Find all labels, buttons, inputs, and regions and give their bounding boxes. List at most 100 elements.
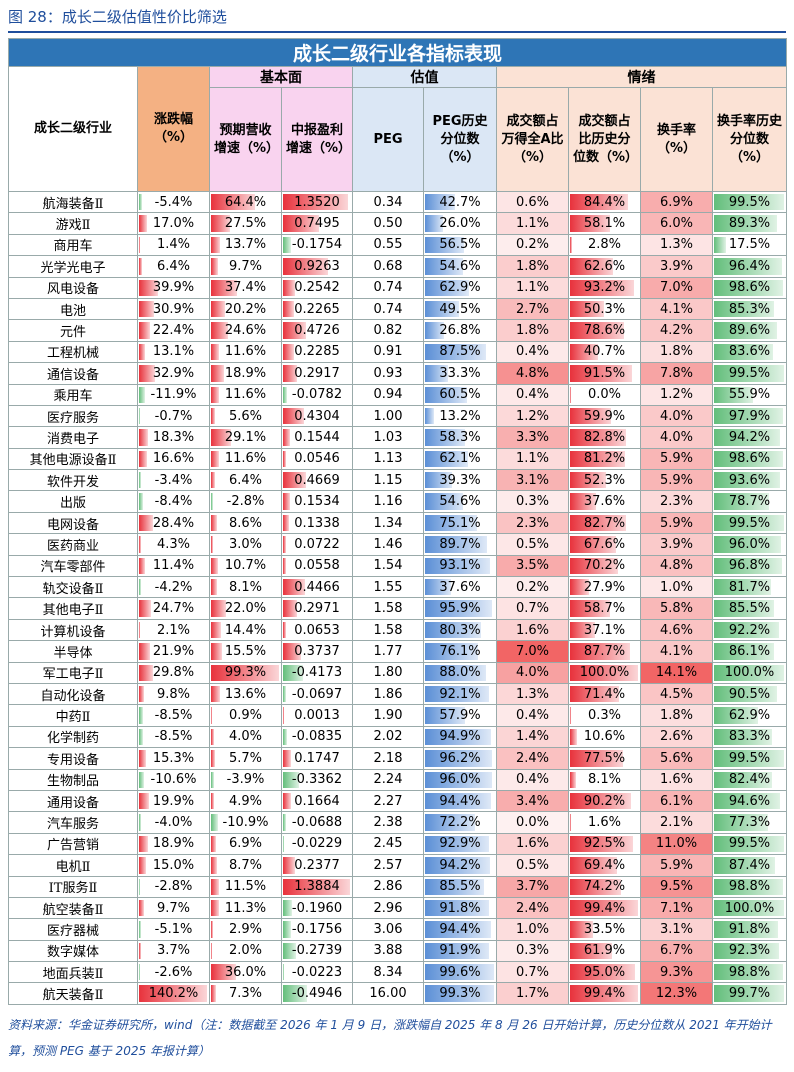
cell-text: 0.0546 xyxy=(294,451,340,467)
value-cell: -4.0% xyxy=(137,811,210,834)
cell-text: 83.3% xyxy=(728,729,771,745)
value-cell: 1.16 xyxy=(352,490,424,513)
value-cell: 11.3% xyxy=(209,896,282,920)
value-cell: 0.1747 xyxy=(281,747,353,770)
cell-text: 软件开发 xyxy=(46,474,99,490)
cell-text: 59.9% xyxy=(583,408,626,424)
value-cell: 12.3% xyxy=(640,982,713,1005)
value-cell: 100.0% xyxy=(568,661,641,684)
value-cell: 89.6% xyxy=(711,319,788,342)
cell-text: 1.1% xyxy=(515,451,550,467)
cell-text: 99.3% xyxy=(224,665,267,681)
value-cell: 6.0% xyxy=(640,212,713,235)
value-cell: 13.2% xyxy=(423,404,497,428)
table-row: 半导体 21.9% 15.5% 0.3737 1.77 76.1% 7.0% 87.7% 4.1… xyxy=(8,640,788,663)
cell-text: 0.2377 xyxy=(294,857,340,873)
cell-text: 140.2% xyxy=(148,986,199,1002)
value-cell: 0.3% xyxy=(496,490,569,513)
value-cell: 92.2% xyxy=(711,618,788,642)
value-cell: 3.06 xyxy=(352,918,424,941)
value-cell: 2.02 xyxy=(352,725,424,749)
data-bar xyxy=(714,664,785,681)
cell-text: 9.8% xyxy=(156,686,191,702)
cell-text: 85.3% xyxy=(728,301,771,317)
table-row: 汽车服务 -4.0% -10.9% -0.0688 2.38 72.2% 0.0% 1.6% 2… xyxy=(8,811,788,834)
cell-text: -0.1754 xyxy=(291,237,343,253)
value-cell: 11.5% xyxy=(209,875,282,898)
value-cell: 95.0% xyxy=(568,961,641,984)
data-bar xyxy=(283,964,285,981)
industry-cell: 乘用车 xyxy=(8,383,138,406)
data-bar xyxy=(139,279,159,296)
cell-text: -5.4% xyxy=(154,194,193,210)
data-bar xyxy=(283,728,288,746)
data-bar xyxy=(714,514,784,532)
cell-text: 91.5% xyxy=(583,365,626,381)
data-bar xyxy=(714,194,784,211)
value-cell: 0.0013 xyxy=(281,704,353,727)
value-cell: 0.3% xyxy=(496,939,569,963)
cell-text: -10.6% xyxy=(150,772,197,788)
cell-text: 0.0722 xyxy=(294,536,340,552)
data-bar xyxy=(283,343,295,361)
data-bar xyxy=(425,921,491,938)
cell-text: 1.3884 xyxy=(294,879,340,895)
value-cell: -2.6% xyxy=(137,961,210,984)
cell-text: 11.6% xyxy=(224,387,267,403)
value-cell: 0.2917 xyxy=(281,362,353,385)
cell-text: 7.8% xyxy=(659,365,694,381)
cell-text: 游戏Ⅱ xyxy=(55,218,91,234)
industry-cell: 医疗服务 xyxy=(8,404,138,428)
cell-text: 67.6% xyxy=(583,536,626,552)
value-cell: 42.7% xyxy=(423,190,497,214)
value-cell: 36.0% xyxy=(209,961,282,984)
value-cell: 4.0% xyxy=(640,404,713,428)
cell-text: 6.7% xyxy=(659,943,694,959)
value-cell: 81.2% xyxy=(568,447,641,471)
value-cell: 0.0653 xyxy=(281,618,353,642)
cell-text: 2.8% xyxy=(587,237,622,253)
value-cell: 98.6% xyxy=(711,447,788,471)
table-row: 生物制品 -10.6% -3.9% -0.3362 2.24 96.0% 0.4% 8.1% 1… xyxy=(8,768,788,791)
cell-text: 5.8% xyxy=(659,601,694,617)
data-bar xyxy=(714,365,784,382)
cell-text: 0.9263 xyxy=(294,258,340,274)
data-bar xyxy=(570,664,639,681)
data-bar xyxy=(425,343,486,361)
value-cell: 18.9% xyxy=(137,832,210,856)
cell-text: 85.5% xyxy=(439,879,481,895)
data-bar xyxy=(714,707,759,724)
cell-text: 13.1% xyxy=(152,344,195,360)
value-cell: 17.5% xyxy=(711,233,788,257)
cell-text: 0.74 xyxy=(373,280,403,296)
data-bar xyxy=(139,835,149,853)
table-row: IT服务Ⅱ -2.8% 11.5% 1.3884 2.86 85.5% 3.7% 74.2% 9… xyxy=(8,875,788,898)
cell-text: 6.4% xyxy=(228,472,263,488)
industry-cell: 元件 xyxy=(8,319,138,342)
cell-text: 36.0% xyxy=(224,964,267,980)
cell-text: 28.4% xyxy=(152,515,195,531)
cell-text: 95.0% xyxy=(583,964,626,980)
value-cell: 92.3% xyxy=(711,939,788,963)
title-row: 成长二级行业各指标表现 xyxy=(7,38,788,67)
data-bar xyxy=(425,579,452,596)
value-cell: 7.3% xyxy=(209,982,282,1005)
data-bar xyxy=(139,685,144,703)
value-cell: 72.2% xyxy=(423,811,497,834)
value-cell: 6.7% xyxy=(640,939,713,963)
value-cell: 96.0% xyxy=(423,768,497,791)
cell-text: 8.7% xyxy=(228,857,263,873)
data-bar xyxy=(425,942,489,960)
cell-text: 0.0% xyxy=(515,815,550,831)
cell-text: 29.8% xyxy=(152,665,195,681)
value-cell: 11.0% xyxy=(640,832,713,856)
value-cell: 1.4% xyxy=(137,233,210,257)
value-cell: 0.1664 xyxy=(281,789,353,813)
cell-text: 98.6% xyxy=(728,451,771,467)
data-bar xyxy=(425,514,478,532)
data-bar xyxy=(714,322,777,339)
cell-text: 0.50 xyxy=(373,216,403,232)
cell-text: 89.7% xyxy=(439,536,481,552)
cell-text: 75.1% xyxy=(439,515,481,531)
cell-text: 0.74 xyxy=(373,301,403,317)
